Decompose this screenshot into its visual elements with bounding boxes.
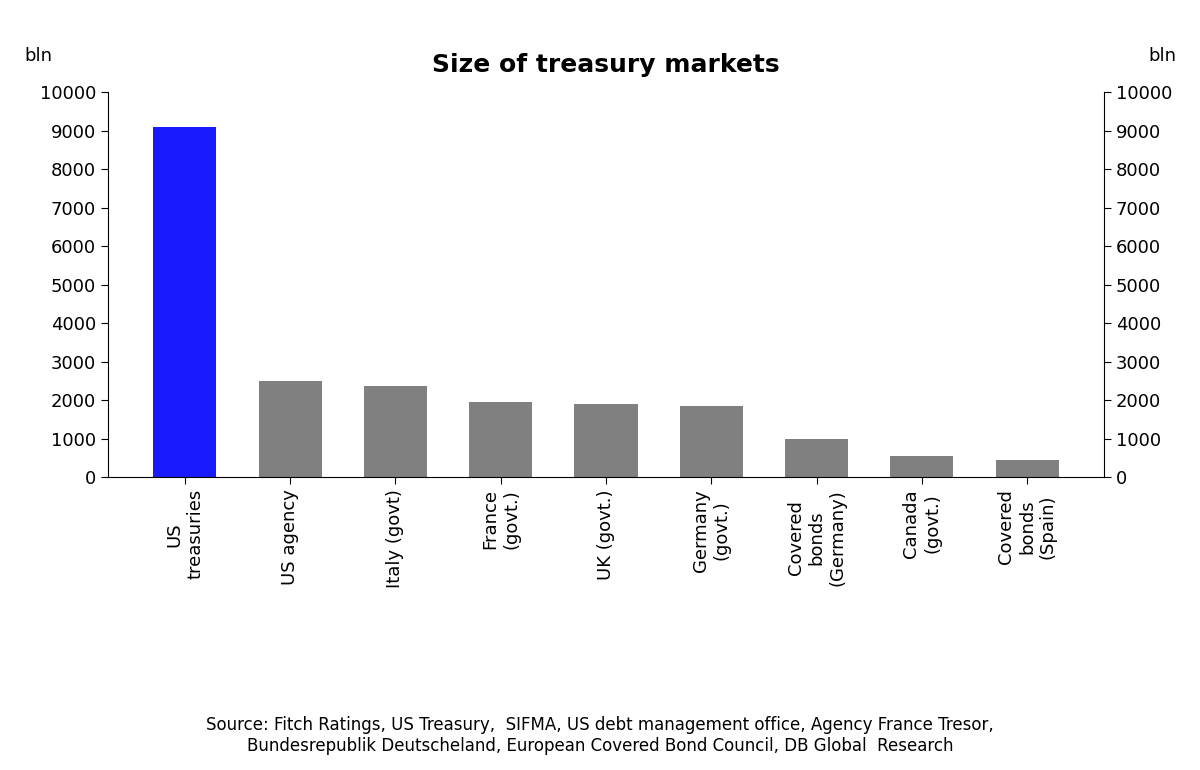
Bar: [996, 460, 1058, 477]
Title: Size of treasury markets: Size of treasury markets: [432, 52, 780, 76]
Bar: [469, 402, 533, 477]
Bar: [679, 407, 743, 477]
Bar: [785, 439, 848, 477]
Text: bln: bln: [1148, 48, 1176, 65]
Bar: [364, 386, 427, 477]
Bar: [154, 127, 216, 477]
Bar: [575, 404, 637, 477]
Bar: [890, 456, 954, 477]
Text: Source: Fitch Ratings, US Treasury,  SIFMA, US debt management office, Agency Fr: Source: Fitch Ratings, US Treasury, SIFM…: [206, 716, 994, 755]
Bar: [258, 381, 322, 477]
Text: bln: bln: [24, 48, 52, 65]
